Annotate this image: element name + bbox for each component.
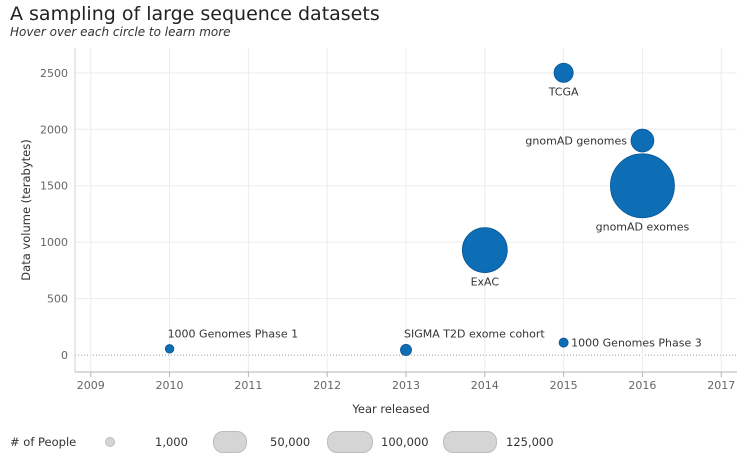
legend-size-label: 100,000 xyxy=(381,435,429,449)
x-tick-label: 2017 xyxy=(707,379,735,392)
data-label: ExAC xyxy=(471,276,500,289)
data-point xyxy=(461,227,508,273)
chart-title: A sampling of large sequence datasets xyxy=(10,3,380,25)
data-point xyxy=(400,344,412,356)
legend-size-swatch xyxy=(105,437,115,447)
data-label: gnomAD genomes xyxy=(525,135,627,148)
y-tick-label: 2500 xyxy=(40,67,68,80)
scatter-chart: 0 500 1000 1500 2000 2500 2009 2010 2011 2012 2013… xyxy=(19,48,737,416)
y-tick-label: 500 xyxy=(47,293,68,306)
x-tick-label: 2012 xyxy=(313,379,341,392)
data-point xyxy=(553,62,574,83)
data-label: TCGA xyxy=(548,85,579,98)
x-tick-label: 2016 xyxy=(628,379,656,392)
legend-size-label: 125,000 xyxy=(506,435,554,449)
data-points[interactable] xyxy=(164,62,675,356)
y-tick-label: 2000 xyxy=(40,123,68,136)
data-labels: 1000 Genomes Phase 1 SIGMA T2D exome coho… xyxy=(168,85,702,349)
x-tick-label: 2010 xyxy=(156,379,184,392)
chart-subtitle: Hover over each circle to learn more xyxy=(10,25,231,39)
y-axis-title: Data volume (terabytes) xyxy=(19,139,33,280)
data-label: SIGMA T2D exome cohort xyxy=(404,327,545,340)
legend-size-swatch xyxy=(213,431,247,453)
x-tick-label: 2013 xyxy=(392,379,420,392)
x-axis-title: Year released xyxy=(351,402,429,416)
data-point xyxy=(558,337,569,348)
y-tick-label: 1000 xyxy=(40,236,68,249)
legend-size-label: 1,000 xyxy=(155,435,188,449)
data-label: 1000 Genomes Phase 1 xyxy=(168,328,299,341)
x-tick-label: 2015 xyxy=(550,379,578,392)
x-tick-label: 2011 xyxy=(234,379,262,392)
legend-size-label: 50,000 xyxy=(270,435,311,449)
x-tick-label: 2009 xyxy=(77,379,105,392)
y-tick-label: 0 xyxy=(61,349,68,362)
data-label: 1000 Genomes Phase 3 xyxy=(571,337,702,350)
axes: 0 500 1000 1500 2000 2500 2009 2010 2011 2012 2013… xyxy=(19,48,737,416)
x-tick-label: 2014 xyxy=(471,379,499,392)
legend-title: # of People xyxy=(10,435,77,449)
data-point xyxy=(610,153,675,219)
size-legend: # of People 1,000 50,000 100,000 125,000 xyxy=(10,428,740,454)
data-point xyxy=(164,344,175,354)
data-label: gnomAD exomes xyxy=(596,221,690,234)
legend-size-swatch xyxy=(327,431,373,453)
data-point xyxy=(630,128,655,153)
y-tick-label: 1500 xyxy=(40,180,68,193)
legend-size-swatch xyxy=(443,431,497,453)
